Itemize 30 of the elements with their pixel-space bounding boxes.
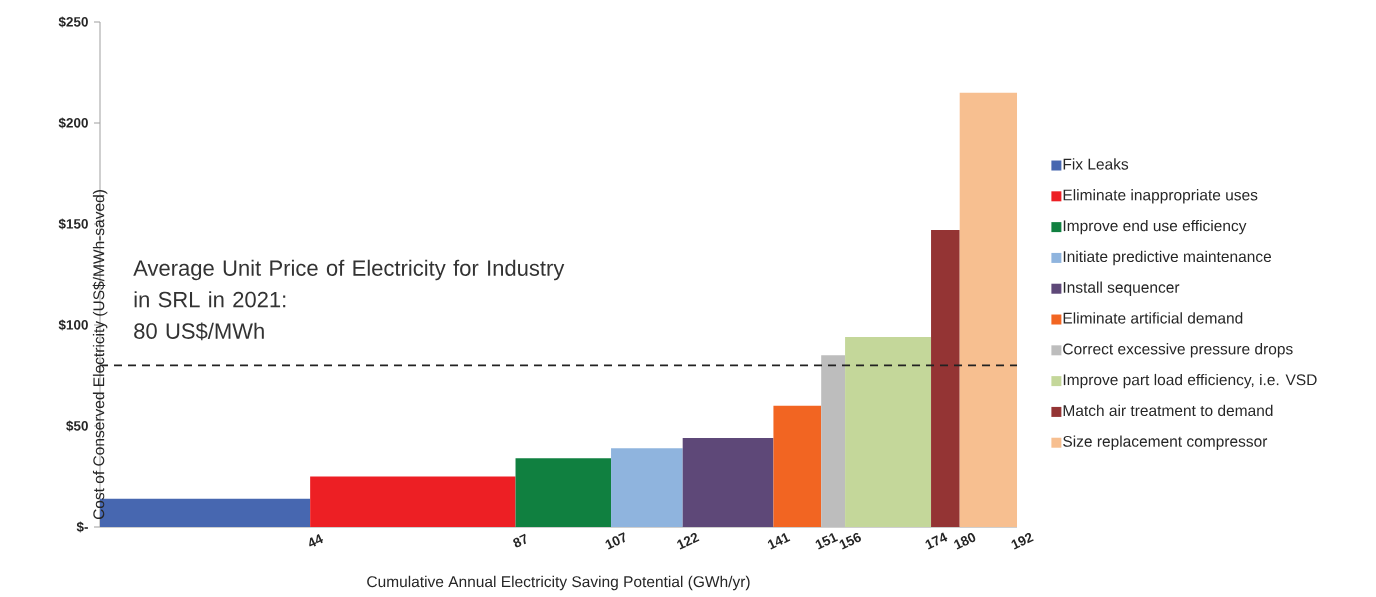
legend-label: Match air treatment to demand (1063, 404, 1273, 417)
y-tick-label: $100 (58, 319, 88, 331)
x-tick-label: 107 (605, 532, 625, 550)
x-tick-label: 44 (309, 534, 324, 547)
annotation: 80 US$/MWh (134, 322, 264, 341)
x-axis-title: Cumulative Annual Electricity Saving Potential (GWh/yr) (367, 575, 750, 591)
x-tick-label: 156 (839, 532, 861, 550)
legend-label: Fix Leaks (1063, 158, 1129, 170)
legend-label: Correct excessive pressure drops (1063, 343, 1293, 358)
legend-label: Initiate predictive maintenance (1063, 250, 1272, 266)
legend-label: Eliminate artificial demand (1063, 312, 1243, 324)
y-tick-label: $250 (58, 16, 88, 28)
x-tick-label: 87 (513, 533, 527, 548)
legend-label: Size replacement compressor (1063, 435, 1268, 450)
x-tick-label: 180 (954, 533, 976, 550)
y-tick-label: $150 (58, 218, 88, 230)
legend-label: Install sequencer (1063, 281, 1180, 296)
x-tick-label: 151 (815, 532, 839, 550)
y-tick-label: $- (76, 521, 88, 533)
y-tick-label: $200 (58, 117, 88, 129)
legend-label: Eliminate inappropriate uses (1063, 189, 1258, 204)
x-tick-label: 192 (1011, 532, 1034, 550)
y-tick-label: $50 (66, 420, 88, 432)
ref-line-label: Average Unit Price of Electricity for Industry in SRL in 2021: (133, 259, 565, 308)
legend-label: Improve part load efficiency, i.e. VSD (1063, 373, 1317, 389)
x-tick-label: 141 (767, 532, 791, 550)
y-axis-title: Cost of Conserved Electricity (US$/MWh-saved) (92, 190, 108, 520)
x-tick-label: 174 (925, 532, 948, 550)
legend-label: Improve end use efficiency (1063, 219, 1247, 235)
x-tick-label: 122 (677, 533, 700, 550)
